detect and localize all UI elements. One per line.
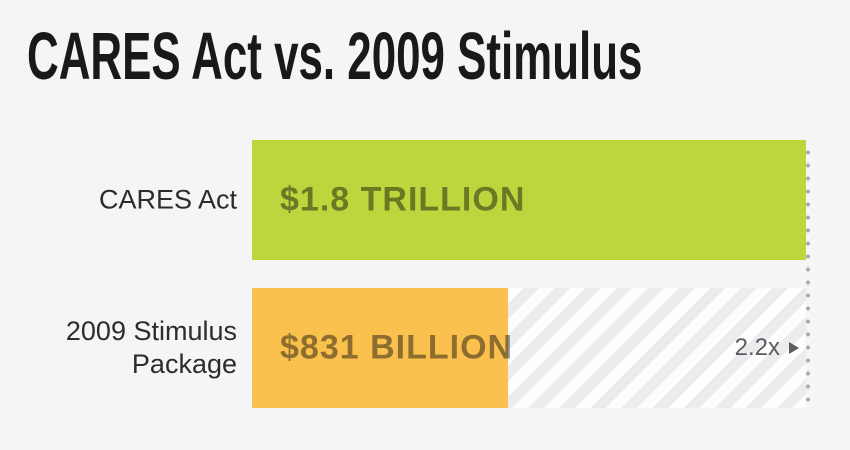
cares-act-value-label: $1.8 TRILLION	[280, 180, 526, 219]
reference-dotted-line	[805, 146, 811, 409]
ratio-annotation: 2.2x	[735, 336, 799, 360]
right-triangle-icon	[789, 342, 799, 354]
bar-chart: CARES Act $1.8 TRILLION 2009 Stimulus Pa…	[66, 140, 806, 408]
category-label-cares-act: CARES Act	[98, 184, 237, 215]
category-label-2009-stimulus: 2009 Stimulus Package	[65, 316, 237, 379]
chart-row-2009-stimulus: 2009 Stimulus Package $831 BILLION 2.2x	[66, 288, 806, 408]
chart-title: CARES Act vs. 2009 Stimulus	[27, 19, 643, 94]
chart-row-cares-act: CARES Act $1.8 TRILLION	[99, 140, 806, 260]
stimulus-bar	[252, 288, 508, 408]
remainder-hatch	[507, 288, 806, 408]
cares-act-bar	[252, 140, 806, 260]
stimulus-value-label: $831 BILLION	[280, 328, 514, 367]
ratio-label: 2.2x	[734, 334, 780, 361]
